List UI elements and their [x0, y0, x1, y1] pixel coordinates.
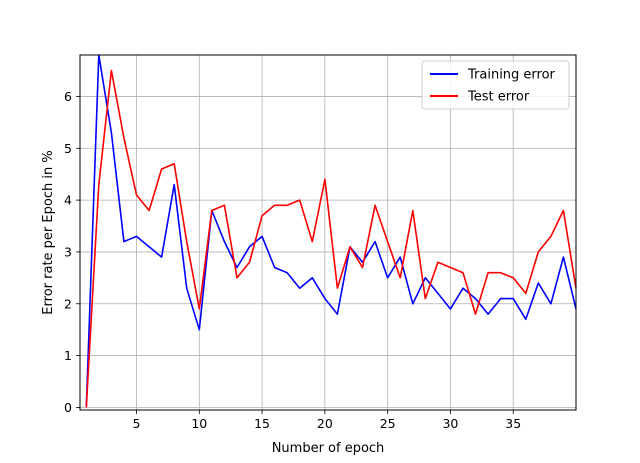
- legend-box: [421, 60, 570, 110]
- x-tick-label: 35: [505, 416, 521, 431]
- x-tick-label: 15: [254, 416, 270, 431]
- x-tick-label: 20: [317, 416, 333, 431]
- y-tick-label: 1: [64, 348, 72, 363]
- legend-label-training-error: Training error: [467, 68, 556, 83]
- series-line-test-error: [85, 69, 577, 408]
- x-tick-label: 5: [133, 416, 141, 431]
- series-lines: [85, 54, 577, 408]
- x-tick-label: 25: [380, 416, 396, 431]
- y-tick-label: 3: [64, 244, 72, 259]
- series-line-training-error: [85, 54, 577, 408]
- x-tick-label: 30: [442, 416, 458, 431]
- y-tick-label: 6: [64, 89, 72, 104]
- y-tick-label: 4: [64, 193, 72, 208]
- x-tick-label: 10: [191, 416, 207, 431]
- axis-ticks: 5 10 15 20 25 30 35 0 1 2 3 4 5 6: [64, 89, 521, 431]
- y-tick-label: 0: [64, 400, 72, 415]
- x-axis-label: Number of epoch: [272, 441, 385, 456]
- legend: Training error Test error: [421, 60, 570, 110]
- plot-area-frame: [79, 54, 577, 411]
- legend-label-test-error: Test error: [467, 90, 530, 105]
- y-tick-label: 5: [64, 141, 72, 156]
- y-tick-label: 2: [64, 296, 72, 311]
- y-axis-label: Error rate per Epoch in %: [41, 150, 56, 314]
